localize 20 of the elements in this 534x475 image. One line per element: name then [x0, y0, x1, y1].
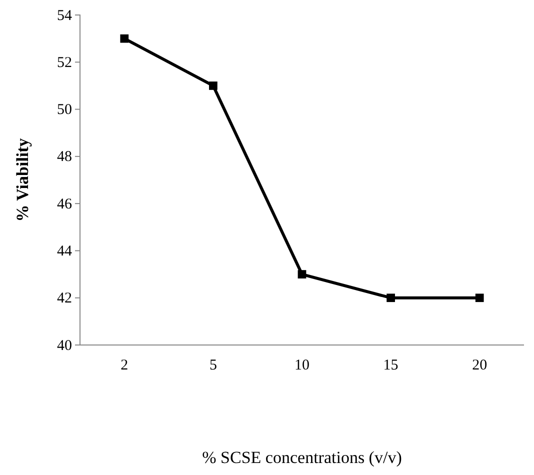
point — [386, 294, 395, 302]
y-tick-label: 48 — [57, 149, 72, 166]
y-tick-label: 54 — [57, 8, 72, 24]
y-tick-label: 42 — [57, 290, 72, 307]
y-axis-title: % Viability — [13, 138, 32, 222]
y-tick-label: 46 — [57, 196, 72, 212]
point — [298, 270, 306, 278]
x-tick-label: 5 — [209, 358, 217, 374]
y-tick-label: 52 — [57, 54, 72, 71]
point — [209, 82, 218, 90]
x-tick-label: 20 — [472, 358, 488, 374]
y-tick-label: 50 — [57, 102, 72, 118]
point — [475, 294, 484, 302]
y-tick-label: 40 — [57, 338, 72, 354]
x-tick-label: 15 — [383, 358, 398, 374]
x-axis-title: % SCSE concentrations (v/v) — [202, 448, 402, 467]
x-tick-label: 10 — [294, 358, 310, 374]
y-tick-label: 44 — [57, 244, 72, 260]
x-tick-label: 2 — [120, 358, 128, 374]
point — [120, 34, 129, 43]
